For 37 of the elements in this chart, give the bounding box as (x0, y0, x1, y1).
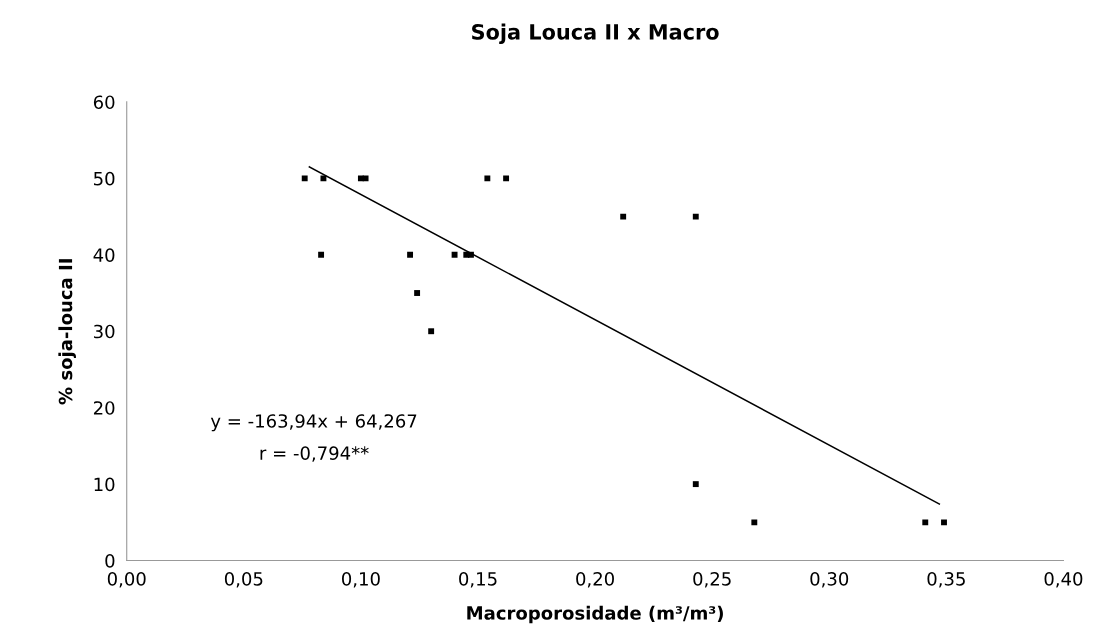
point (692, 481, 699, 488)
point (751, 519, 758, 526)
point (620, 213, 627, 220)
y-tick-label: 50 (94, 171, 115, 186)
point (428, 328, 435, 335)
x-tick-label: 0,25 (693, 571, 731, 588)
point (318, 251, 325, 258)
point (320, 175, 327, 182)
point (941, 519, 947, 526)
y-tick-label: 10 (94, 477, 115, 492)
chart-title: Soja Louca II x Macro (472, 23, 719, 44)
x-tick-label: 0,20 (576, 571, 614, 588)
point (692, 213, 699, 220)
point (407, 251, 414, 258)
point (922, 519, 929, 526)
x-tick-label: 0,35 (927, 571, 965, 588)
point (362, 175, 369, 182)
x-axis-title: Macroporosidade (m³/m³) (467, 605, 723, 624)
x-tick-label: 0,15 (459, 571, 497, 588)
x-tick-label: 0,00 (107, 571, 146, 588)
y-axis-title: % soja-louca II (58, 259, 76, 405)
annotation: y = -163,94x + 64,267 (210, 414, 417, 432)
annotation: r = -0,794** (260, 446, 369, 462)
point (301, 175, 308, 182)
point (451, 251, 458, 258)
point (414, 290, 421, 296)
point (503, 175, 510, 182)
y-tick-label: 30 (94, 324, 115, 339)
y-tick-label: 0 (105, 554, 115, 568)
point (484, 175, 491, 182)
x-tick-label: 0,30 (810, 571, 849, 588)
x-tick-label: 0,40 (1044, 571, 1083, 588)
x-tick-label: 0,10 (341, 571, 380, 588)
y-tick-label: 60 (93, 95, 115, 110)
y-tick-label: 40 (93, 248, 115, 262)
y-tick-label: 20 (93, 401, 115, 415)
x-tick-label: 0,05 (224, 571, 263, 588)
